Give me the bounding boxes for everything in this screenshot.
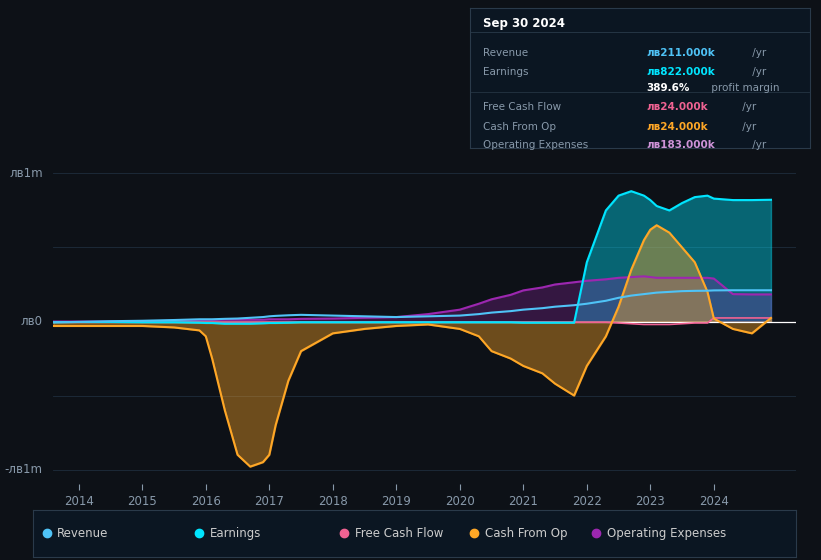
Text: Revenue: Revenue [484, 48, 529, 58]
Text: лв1m: лв1m [9, 167, 43, 180]
Text: /yr: /yr [739, 122, 756, 132]
Text: Earnings: Earnings [484, 67, 529, 77]
Text: Revenue: Revenue [57, 527, 108, 540]
Text: Cash From Op: Cash From Op [484, 122, 557, 132]
Text: лв24.000k: лв24.000k [647, 122, 709, 132]
Text: profit margin: profit margin [708, 83, 780, 92]
Text: Sep 30 2024: Sep 30 2024 [484, 17, 565, 30]
Text: /yr: /yr [749, 48, 766, 58]
Text: /yr: /yr [749, 140, 766, 150]
Text: /yr: /yr [749, 67, 766, 77]
Text: лв183.000k: лв183.000k [647, 140, 716, 150]
Text: лв211.000k: лв211.000k [647, 48, 716, 58]
Text: Cash From Op: Cash From Op [485, 527, 567, 540]
Text: лв24.000k: лв24.000k [647, 102, 709, 112]
Text: Operating Expenses: Operating Expenses [484, 140, 589, 150]
Text: -лв1m: -лв1m [5, 463, 43, 476]
Text: Free Cash Flow: Free Cash Flow [484, 102, 562, 112]
Text: лв0: лв0 [21, 315, 43, 328]
Text: /yr: /yr [739, 102, 756, 112]
Text: Operating Expenses: Operating Expenses [607, 527, 727, 540]
Text: Earnings: Earnings [210, 527, 261, 540]
Text: лв822.000k: лв822.000k [647, 67, 716, 77]
Text: Free Cash Flow: Free Cash Flow [355, 527, 443, 540]
Text: 389.6%: 389.6% [647, 83, 690, 92]
